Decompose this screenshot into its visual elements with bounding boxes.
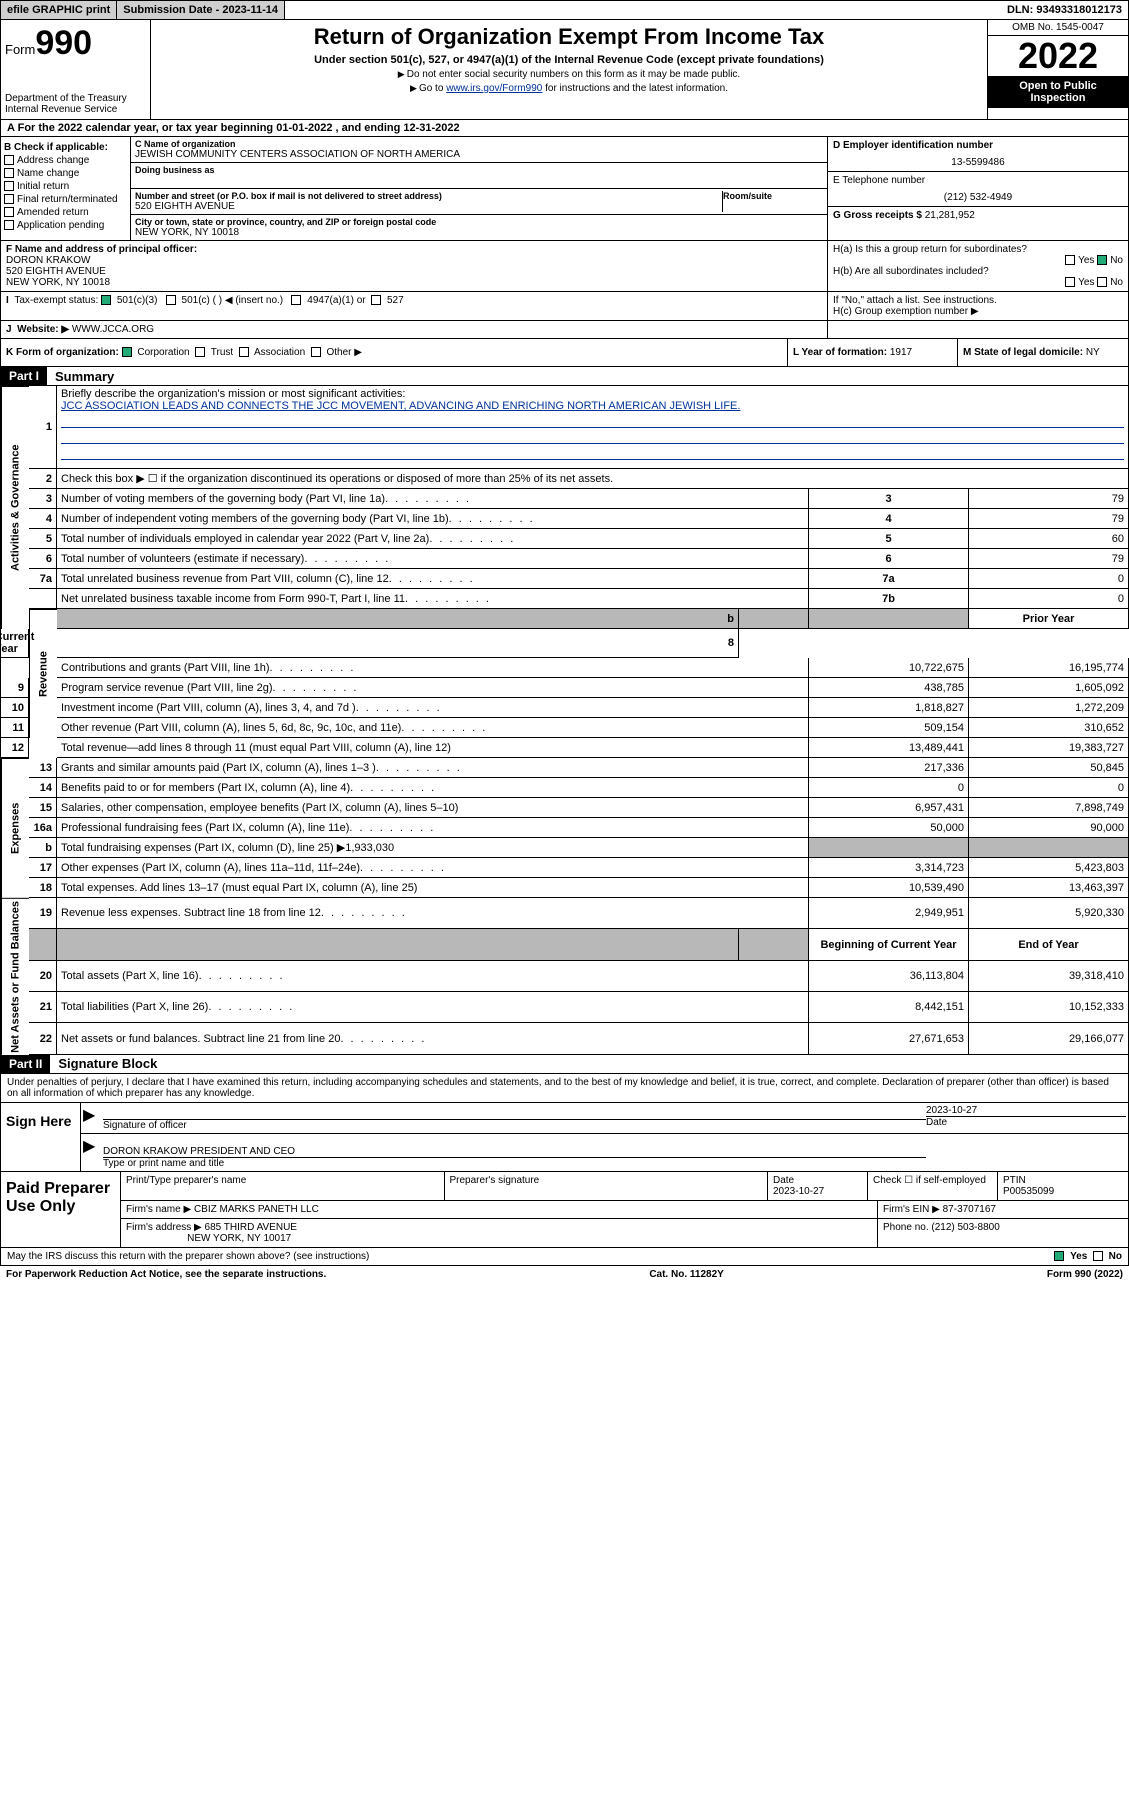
part1-header: Part I Summary (0, 367, 1129, 386)
form-subtitle: Under section 501(c), 527, or 4947(a)(1)… (155, 54, 983, 66)
irs-label: Internal Revenue Service (5, 104, 146, 115)
discuss-row: May the IRS discuss this return with the… (0, 1248, 1129, 1266)
city-state-zip: NEW YORK, NY 10018 (135, 227, 823, 238)
period-row: A For the 2022 calendar year, or tax yea… (0, 120, 1129, 137)
tax-year: 2022 (988, 36, 1128, 76)
row-klm: K Form of organization: Corporation Trus… (0, 339, 1129, 367)
vlabel-net: Net Assets or Fund Balances (1, 898, 29, 1055)
chk-pending[interactable] (4, 220, 14, 230)
v6: 79 (969, 549, 1129, 569)
section-c: C Name of organizationJEWISH COMMUNITY C… (131, 137, 828, 240)
chk-name[interactable] (4, 168, 14, 178)
penalty-text: Under penalties of perjury, I declare th… (0, 1074, 1129, 1103)
section-b: B Check if applicable: Address change Na… (1, 137, 131, 240)
hb-no[interactable] (1097, 277, 1107, 287)
chk-other[interactable] (311, 347, 321, 357)
chk-initial[interactable] (4, 181, 14, 191)
sign-arrow-icon: ▶ (83, 1105, 103, 1131)
mission-text: JCC ASSOCIATION LEADS AND CONNECTS THE J… (61, 400, 740, 412)
footer: For Paperwork Reduction Act Notice, see … (0, 1266, 1129, 1283)
chk-4947[interactable] (291, 295, 301, 305)
ein: 13-5599486 (833, 151, 1123, 168)
chk-assoc[interactable] (239, 347, 249, 357)
hb-yes[interactable] (1065, 277, 1075, 287)
year-formation: 1917 (890, 347, 912, 358)
chk-501c[interactable] (166, 295, 176, 305)
ha-yes[interactable] (1065, 255, 1075, 265)
efile-print-button[interactable]: efile GRAPHIC print (1, 1, 117, 19)
hb-question: H(b) Are all subordinates included? (833, 266, 1123, 277)
part2-header: Part II Signature Block (0, 1055, 1129, 1074)
row-i: I Tax-exempt status: 501(c)(3) 501(c) ( … (0, 292, 1129, 321)
form-title: Return of Organization Exempt From Incom… (155, 24, 983, 50)
chk-final[interactable] (4, 194, 14, 204)
firm-phone: (212) 503-8800 (931, 1222, 999, 1233)
vlabel-gov: Activities & Governance (1, 386, 29, 629)
v7b: 0 (969, 589, 1129, 609)
discuss-yes[interactable] (1054, 1251, 1064, 1261)
form-header: Form990 Department of the Treasury Inter… (0, 20, 1129, 120)
submission-date: Submission Date - 2023-11-14 (117, 1, 285, 19)
hc-label: H(c) Group exemption number ▶ (833, 306, 1123, 317)
row-f-h: F Name and address of principal officer:… (0, 241, 1129, 292)
sign-arrow-icon-2: ▶ (83, 1136, 103, 1169)
firm-address: 685 THIRD AVENUE (205, 1222, 297, 1233)
ptin: P00535099 (1003, 1186, 1054, 1197)
gross-receipts: 21,281,952 (925, 210, 975, 221)
v3: 79 (969, 489, 1129, 509)
ha-question: H(a) Is this a group return for subordin… (833, 244, 1123, 255)
sign-here-block: Sign Here ▶ Signature of officer 2023-10… (0, 1103, 1129, 1172)
block-bcd: B Check if applicable: Address change Na… (0, 137, 1129, 241)
chk-amended[interactable] (4, 207, 14, 217)
state-domicile: NY (1086, 347, 1100, 358)
firm-name: CBIZ MARKS PANETH LLC (194, 1204, 319, 1215)
top-bar: efile GRAPHIC print Submission Date - 20… (0, 0, 1129, 20)
dept-treasury: Department of the Treasury (5, 93, 146, 104)
v5: 60 (969, 529, 1129, 549)
summary-table: Activities & Governance 1 Briefly descri… (0, 386, 1129, 1055)
chk-501c3[interactable] (101, 295, 111, 305)
org-name: JEWISH COMMUNITY CENTERS ASSOCIATION OF … (135, 149, 823, 160)
ha-no[interactable] (1097, 255, 1107, 265)
chk-trust[interactable] (195, 347, 205, 357)
officer-sig-name: DORON KRAKOW PRESIDENT AND CEO (103, 1136, 926, 1157)
v4: 79 (969, 509, 1129, 529)
row-j: J Website: ▶ WWW.JCCA.ORG (0, 321, 1129, 339)
omb-number: OMB No. 1545-0047 (988, 20, 1128, 36)
paid-preparer-block: Paid Preparer Use Only Print/Type prepar… (0, 1172, 1129, 1248)
discuss-no[interactable] (1093, 1251, 1103, 1261)
street-address: 520 EIGHTH AVENUE (135, 201, 718, 212)
chk-527[interactable] (371, 295, 381, 305)
officer-name: DORON KRAKOW (6, 255, 90, 266)
form-number: Form990 (5, 24, 146, 63)
website-value: WWW.JCCA.ORG (72, 324, 154, 335)
website-note: Go to www.irs.gov/Form990 for instructio… (155, 83, 983, 94)
open-inspection: Open to Public Inspection (988, 76, 1128, 108)
chk-address[interactable] (4, 155, 14, 165)
irs-link[interactable]: www.irs.gov/Form990 (446, 83, 542, 94)
dln: DLN: 93493318012173 (1001, 1, 1128, 19)
section-d: D Employer identification number13-55994… (828, 137, 1128, 240)
telephone: (212) 532-4949 (833, 186, 1123, 203)
vlabel-rev: Revenue (29, 609, 57, 738)
v7a: 0 (969, 569, 1129, 589)
ssn-note: Do not enter social security numbers on … (155, 69, 983, 80)
firm-ein: 87-3707167 (943, 1204, 996, 1215)
hb-note: If "No," attach a list. See instructions… (833, 295, 1123, 306)
chk-corp[interactable] (122, 347, 132, 357)
vlabel-exp: Expenses (1, 758, 29, 898)
